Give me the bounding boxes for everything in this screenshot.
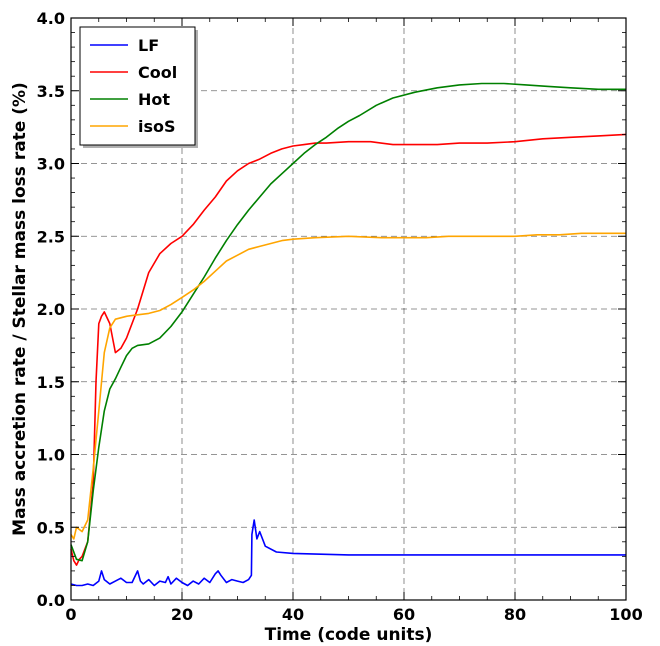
- y-axis-label: Mass accretion rate / Stellar mass loss …: [10, 82, 30, 536]
- series-line-hot: [70, 82, 626, 562]
- legend-label-lf: LF: [138, 36, 159, 55]
- x-tick-label: 40: [282, 605, 304, 624]
- y-tick-label: 3.5: [37, 82, 65, 101]
- y-tick-label: 2.5: [37, 227, 65, 246]
- y-tick-label: 4.0: [37, 9, 65, 28]
- legend-label-cool: Cool: [138, 63, 177, 82]
- y-tick-label: 1.0: [37, 446, 65, 465]
- grid: [71, 18, 626, 600]
- series-lines: [70, 82, 627, 587]
- legend: LF Cool Hot isoS: [79, 26, 198, 148]
- y-tick-label: 0.5: [37, 518, 65, 537]
- y-tick-label: 2.0: [37, 300, 65, 319]
- legend-label-isos: isoS: [138, 117, 176, 136]
- ticks: 0 20 40 60 80 100 0.0 0.5 1.0 1.5 2.0 2.5 3.0 3.5 4.0: [37, 9, 643, 624]
- x-tick-label: 20: [171, 605, 193, 624]
- y-tick-label: 0.0: [37, 591, 65, 610]
- x-tick-label: 60: [393, 605, 415, 624]
- x-tick-label: 80: [504, 605, 526, 624]
- y-tick-label: 1.5: [37, 373, 65, 392]
- x-tick-label: 100: [609, 605, 642, 624]
- y-tick-label: 3.0: [37, 155, 65, 174]
- x-axis-label: Time (code units): [265, 625, 433, 645]
- series-line-isos: [70, 232, 626, 540]
- x-tick-label: 0: [65, 605, 76, 624]
- series-line-cool: [70, 133, 627, 566]
- series-line-lf: [70, 519, 626, 587]
- legend-label-hot: Hot: [138, 90, 170, 109]
